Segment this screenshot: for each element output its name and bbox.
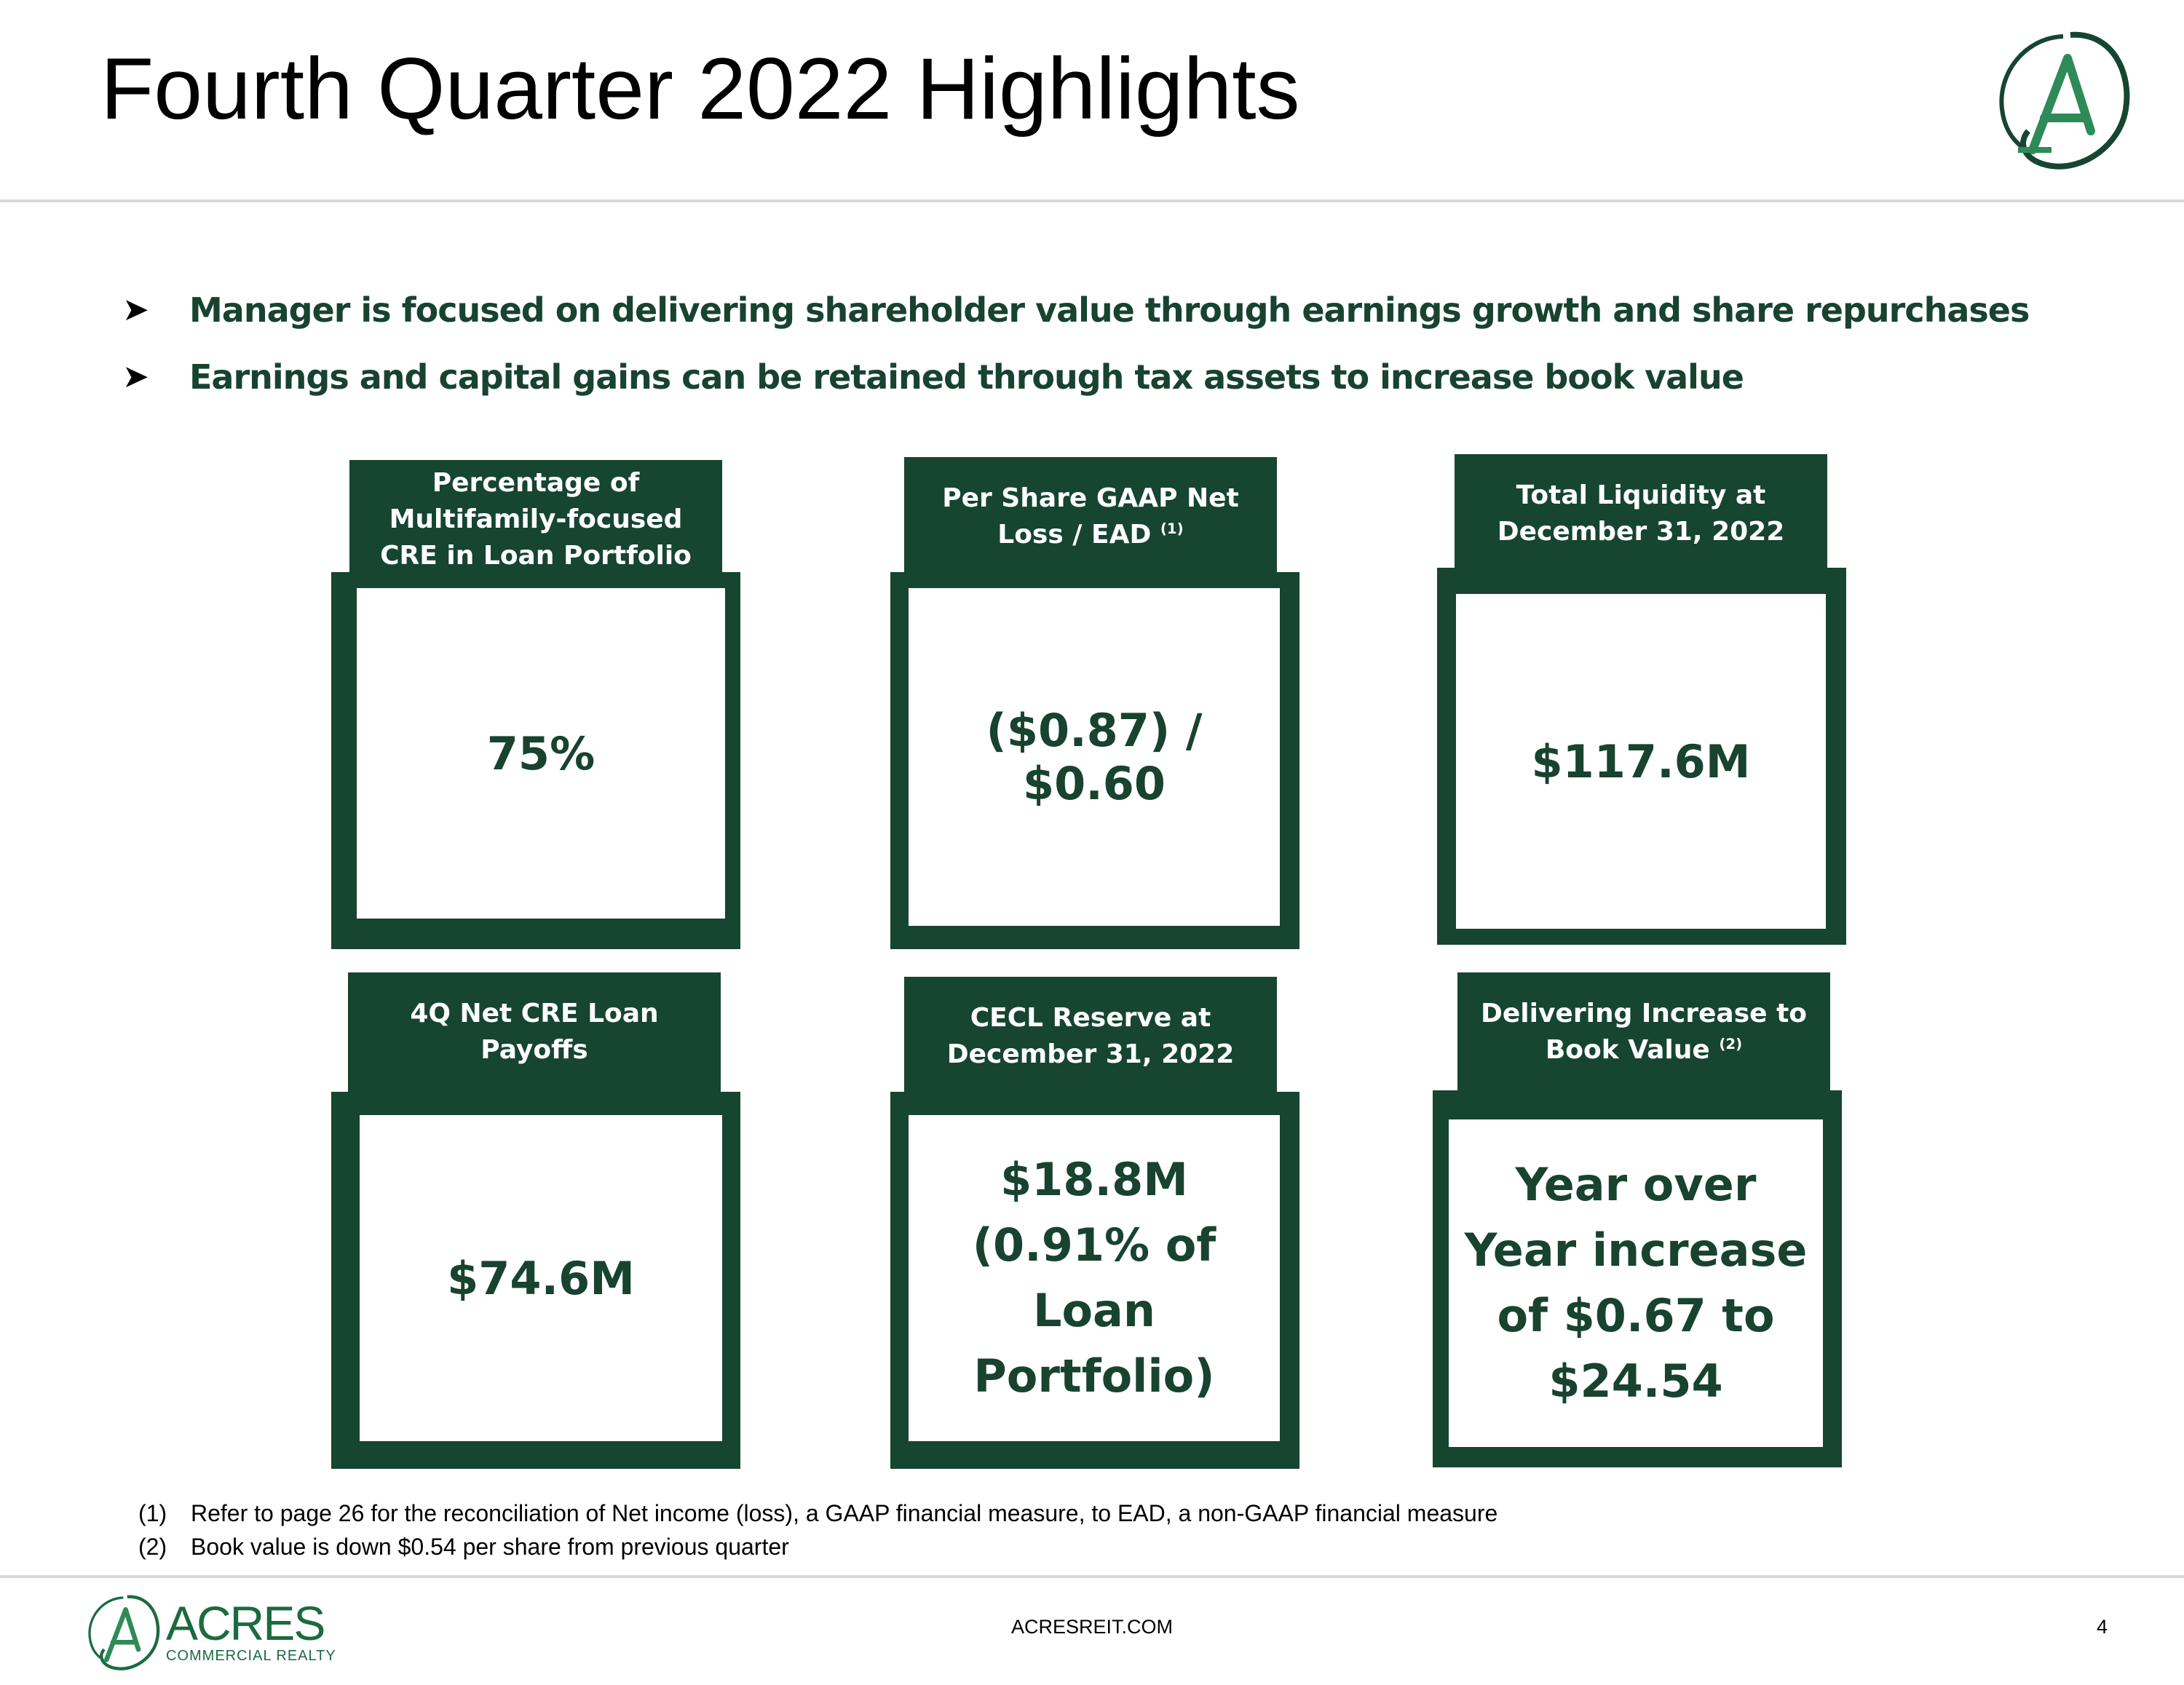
acres-logo-icon [88, 1595, 160, 1670]
card-value: $117.6M [1531, 734, 1751, 788]
arrowhead-bullet-icon: ➤ [122, 359, 149, 395]
card-value: ($0.87) / $0.60 [986, 704, 1203, 810]
card-header: Percentage of Multifamily-focused CRE in… [349, 460, 722, 579]
footnote: (1) Refer to page 26 for the reconciliat… [138, 1499, 1498, 1526]
card-body: $18.8M (0.91% of Loan Portfolio) [909, 1115, 1280, 1441]
card-header: CECL Reserve at December 31, 2022 [904, 977, 1277, 1096]
bullet-list: ➤ Manager is focused on delivering share… [122, 277, 2088, 411]
card-value: $18.8M (0.91% of Loan Portfolio) [972, 1153, 1216, 1403]
footnotes: (1) Refer to page 26 for the reconciliat… [138, 1496, 1497, 1563]
bullet-item: ➤ Earnings and capital gains can be reta… [122, 344, 2088, 411]
page-title: Fourth Quarter 2022 Highlights [100, 40, 1300, 138]
bullet-text: Manager is focused on delivering shareho… [189, 290, 2030, 330]
card-body: Year over Year increase of $0.67 to $24.… [1449, 1119, 1823, 1447]
logo-wordmark: ACRES [166, 1596, 325, 1650]
acres-logo-icon [1999, 31, 2130, 170]
footnote: (2) Book value is down $0.54 per share f… [138, 1533, 789, 1560]
card-body: ($0.87) / $0.60 [909, 588, 1280, 926]
bullet-text: Earnings and capital gains can be retain… [189, 357, 1744, 397]
card-value: 75% [486, 726, 596, 780]
card-header: Per Share GAAP Net Loss / EAD (1) [904, 457, 1277, 576]
logo-tagline: COMMERCIAL REALTY [166, 1648, 336, 1664]
card-header: Delivering Increase to Book Value (2) [1457, 972, 1830, 1092]
bullet-item: ➤ Manager is focused on delivering share… [122, 277, 2088, 344]
card-value: Year over Year increase of $0.67 to $24.… [1464, 1158, 1808, 1408]
header-divider [0, 199, 2184, 202]
card-value: $74.6M [447, 1251, 635, 1305]
footer-logo: ACRES COMMERCIAL REALTY [79, 1590, 336, 1674]
card-header: Total Liquidity at December 31, 2022 [1455, 454, 1827, 574]
card-header: 4Q Net CRE Loan Payoffs [348, 972, 721, 1092]
footer-divider [0, 1575, 2184, 1578]
arrowhead-bullet-icon: ➤ [122, 292, 149, 328]
page-number: 4 [2097, 1616, 2108, 1638]
website-url: ACRESREIT.COM [1010, 1616, 1174, 1638]
card-body: $74.6M [360, 1115, 722, 1441]
card-body: 75% [357, 588, 725, 919]
card-body: $117.6M [1456, 594, 1826, 929]
